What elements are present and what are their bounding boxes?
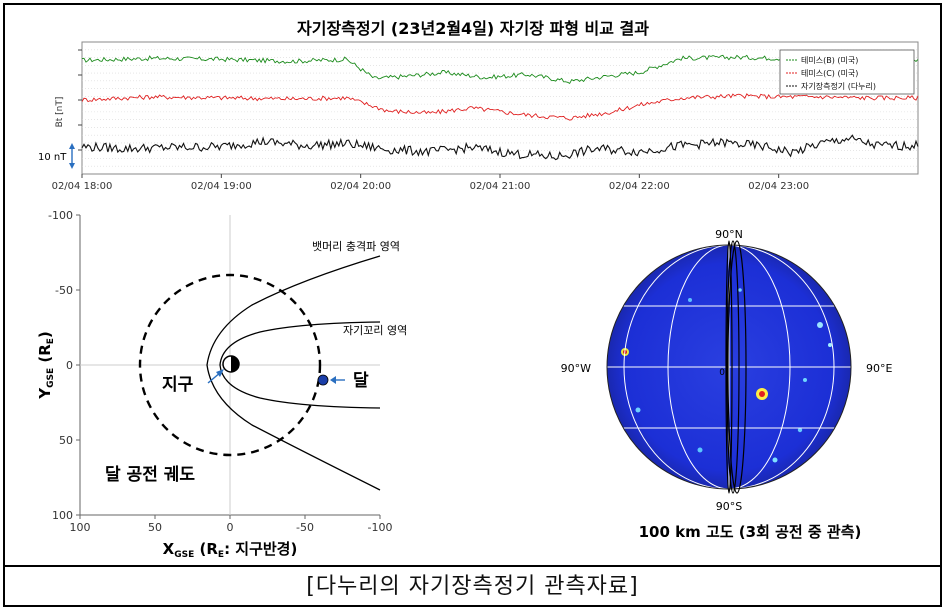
timeseries-series-line-1 xyxy=(81,54,919,85)
legend-box xyxy=(779,49,915,95)
gse-x-label: XGSE (RE: 지구반경) xyxy=(163,540,298,560)
timeseries-y-ticks xyxy=(78,49,82,151)
map-south-label: 90°S xyxy=(716,500,742,513)
moon-orbit xyxy=(138,273,322,457)
map-east-label: 90°E xyxy=(866,362,892,375)
gse-y-tick-label: 100 xyxy=(52,509,73,522)
timeseries-series-line-3 xyxy=(81,134,919,161)
map-title: 100 km 고도 (3회 공전 중 관측) xyxy=(639,523,862,541)
gse-y-tick-label: -50 xyxy=(55,284,73,297)
timeseries-x-tick-label: 02/04 18:00 xyxy=(52,181,113,192)
gse-x-tick-label: -100 xyxy=(368,521,393,534)
figure-caption: [다누리의 자기장측정기 관측자료] xyxy=(306,574,639,599)
gse-y-tick-label: 0 xyxy=(66,359,73,372)
legend-label-themis-c: 테미스(C) (미국) xyxy=(801,69,858,78)
caption-divider xyxy=(3,565,942,567)
bowshock-label: 뱃머리 충격파 영역 xyxy=(312,240,400,253)
figure-frame xyxy=(3,3,942,607)
moon-label: 달 xyxy=(353,370,369,391)
gse-y-ticks: -100 -50 0 50 100 xyxy=(48,209,80,522)
timeseries-legend: 테미스(B) (미국) 테미스(C) (미국) 자기장측정기 (다누리) xyxy=(779,49,915,95)
scale-bar-label: 10 nT xyxy=(38,152,67,163)
gse-y-tick-label: 50 xyxy=(59,434,73,447)
gse-x-tick-label: 0 xyxy=(227,521,234,534)
gse-y-label: YGSE (RE) xyxy=(36,331,56,400)
earth-arrow xyxy=(207,369,224,384)
timeseries-gridlines xyxy=(82,49,918,167)
timeseries-x-ticks: 02/04 18:00 02/04 19:00 02/04 20:00 02/04 2… xyxy=(52,174,809,192)
magnetotail-label: 자기꼬리 영역 xyxy=(343,324,407,337)
moon-arrow xyxy=(330,376,345,384)
timeseries-y-label: Bt [nT] xyxy=(55,97,65,128)
timeseries-plot-area xyxy=(81,41,919,175)
timeseries-x-tick-label: 02/04 19:00 xyxy=(191,181,252,192)
timeseries-x-tick-label: 02/04 20:00 xyxy=(330,181,391,192)
bowshock-curve xyxy=(206,255,381,491)
map-center-label: 0 xyxy=(719,368,725,378)
gse-x-ticks: 100 50 0 -50 -100 xyxy=(70,515,393,534)
legend-label-danuri: 자기장측정기 (다누리) xyxy=(801,81,876,91)
orbit-tracks xyxy=(725,240,747,494)
legend-label-themis-b: 테미스(B) (미국) xyxy=(801,56,858,65)
timeseries-series-group xyxy=(81,54,919,161)
globe-outline xyxy=(606,244,852,490)
map-north-label: 90°N xyxy=(715,228,743,241)
timeseries-x-tick-label: 02/04 21:00 xyxy=(470,181,531,192)
orbit-label: 달 공전 궤도 xyxy=(105,464,195,485)
timeseries-series-line-2 xyxy=(81,93,919,121)
earth-label: 지구 xyxy=(162,375,194,395)
gse-y-tick-label: -100 xyxy=(48,209,73,222)
scale-bar: 10 nT xyxy=(38,143,75,169)
earth-icon xyxy=(222,355,240,373)
gse-x-tick-label: 100 xyxy=(70,521,91,534)
lunar-map: 90°N 90°S 90°W 90°E 0 100 km 고도 (3회 공전 중… xyxy=(561,228,893,541)
timeseries-x-tick-label: 02/04 22:00 xyxy=(609,181,670,192)
gse-x-tick-label: 50 xyxy=(148,521,162,534)
timeseries-plot: 02/04 18:00 02/04 19:00 02/04 20:00 02/04 2… xyxy=(38,41,919,192)
moon-icon xyxy=(317,374,329,386)
figure-canvas: 자기장측정기 (23년2월4일) 자기장 파형 비교 결과 02/04 18:0… xyxy=(36,19,919,560)
gse-x-tick-label: -50 xyxy=(296,521,314,534)
timeseries-title: 자기장측정기 (23년2월4일) 자기장 파형 비교 결과 xyxy=(297,19,649,38)
magnetotail-curve xyxy=(219,321,381,409)
timeseries-x-tick-label: 02/04 23:00 xyxy=(748,181,809,192)
map-west-label: 90°W xyxy=(561,362,591,375)
gse-diagram: -100 -50 0 50 100 100 50 0 -50 -100 XGSE… xyxy=(36,209,407,560)
